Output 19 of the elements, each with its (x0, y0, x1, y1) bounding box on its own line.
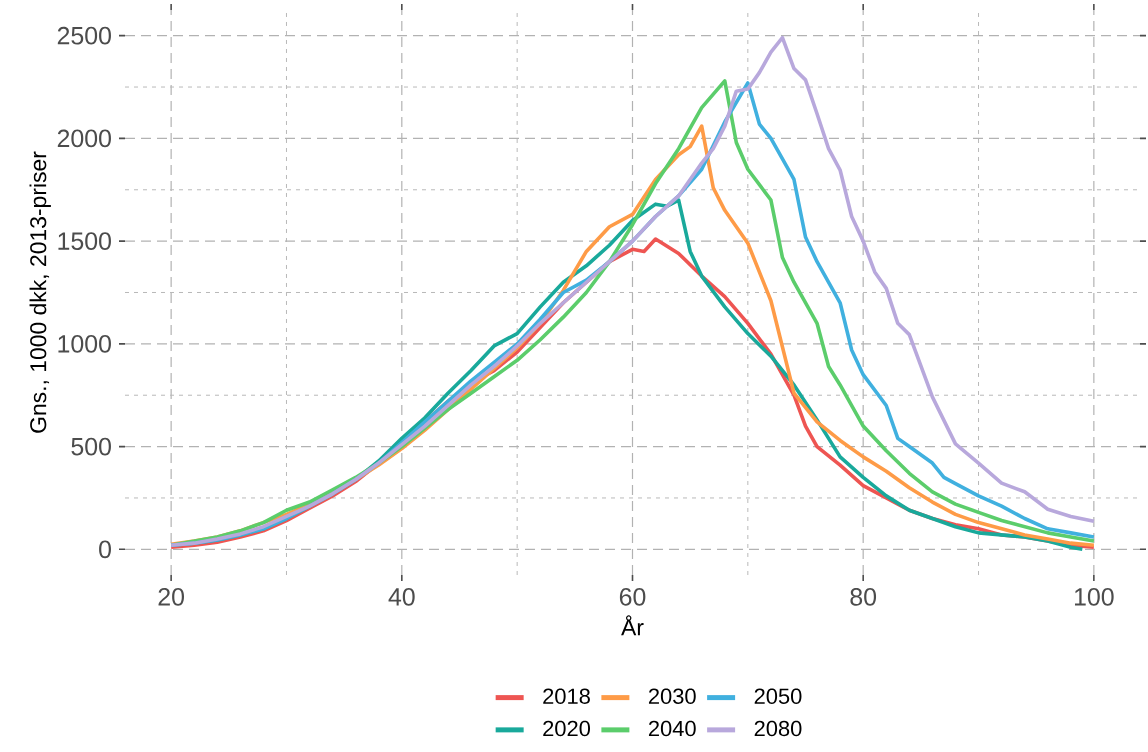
x-axis-title: År (621, 615, 644, 636)
legend-label: 2080 (754, 720, 802, 737)
legend-label: 2018 (543, 688, 590, 704)
x-tick-label: 80 (850, 588, 877, 606)
y-axis-title: Gns., 1000 dkk, 2013-priser (29, 151, 51, 433)
legend-label: 2050 (754, 688, 802, 704)
legend-label: 2020 (543, 720, 591, 737)
x-tick-label: 60 (619, 588, 646, 606)
y-tick-label: 2000 (57, 129, 111, 148)
legend-label: 2040 (648, 720, 696, 737)
x-tick-label: 100 (1074, 588, 1114, 606)
y-tick-label: 1500 (58, 232, 111, 250)
y-tick-label: 1000 (58, 335, 111, 353)
y-tick-label: 2500 (57, 26, 111, 45)
x-tick-label: 40 (388, 588, 415, 606)
legend-label: 2030 (648, 688, 696, 704)
x-tick-label: 20 (158, 588, 185, 606)
y-tick-label: 0 (99, 540, 111, 559)
y-tick-label: 500 (71, 437, 111, 456)
